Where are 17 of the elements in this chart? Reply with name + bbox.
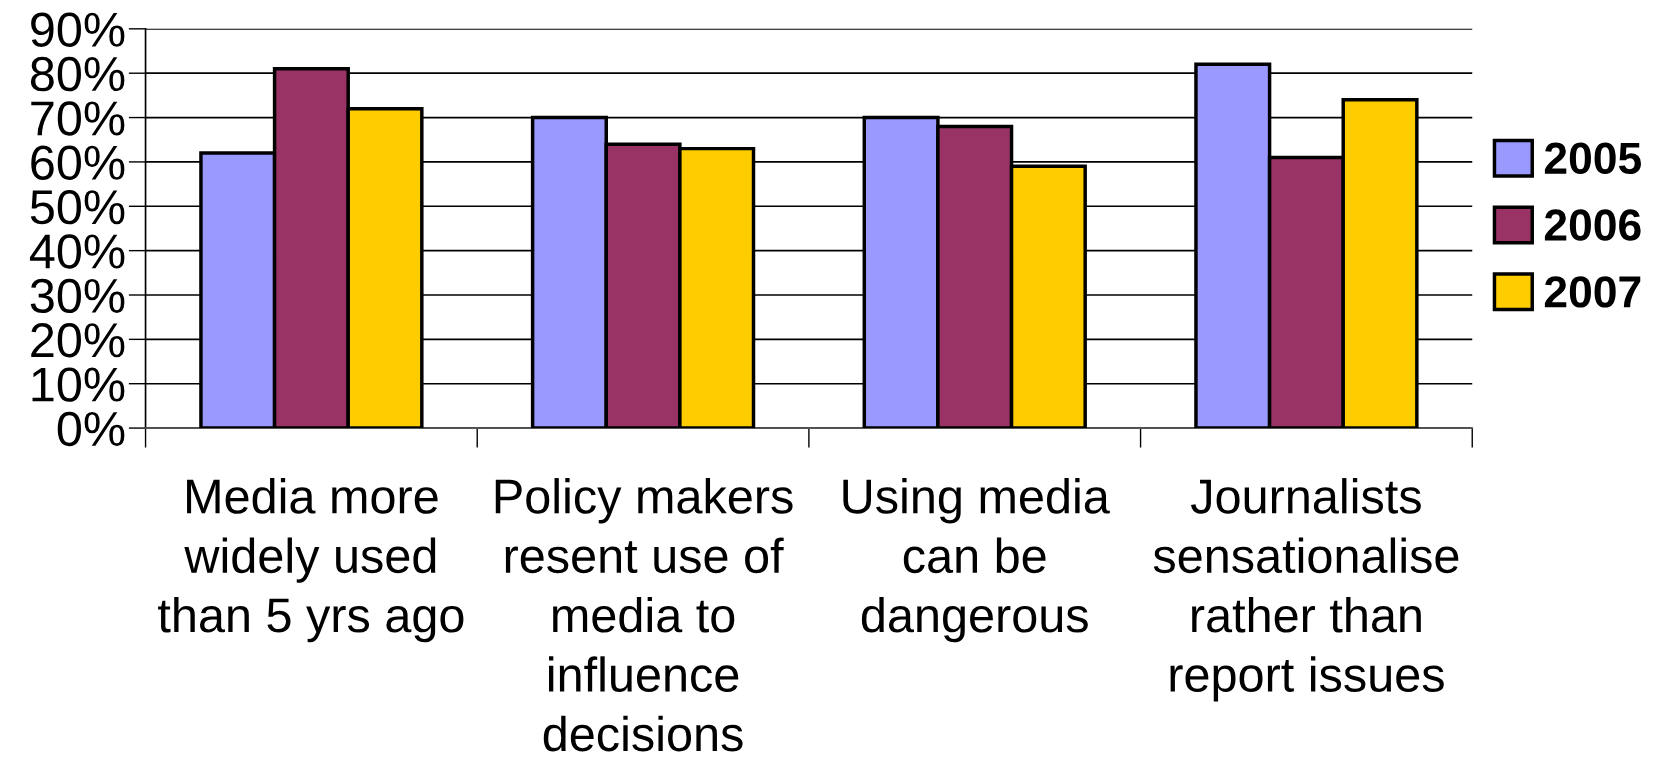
y-tick-label: 40% bbox=[29, 234, 125, 269]
y-tick-label: 50% bbox=[30, 189, 125, 225]
y-tick-label: 80% bbox=[30, 56, 125, 92]
legend-label: 2006 bbox=[1544, 209, 1641, 241]
y-tick-label: 10% bbox=[32, 367, 125, 402]
y-tick-label: 30% bbox=[30, 278, 125, 314]
x-tick-label: Media more widely used than 5 yrs ago bbox=[158, 478, 464, 643]
y-tick-label: 20% bbox=[31, 323, 125, 358]
y-tick-label: 90% bbox=[31, 12, 125, 47]
legend-label: 2005 bbox=[1544, 142, 1641, 175]
legend-label: 2007 bbox=[1544, 276, 1641, 308]
x-tick-label: Using media can be dangerous bbox=[843, 478, 1110, 643]
y-tick-label: 70% bbox=[31, 101, 125, 136]
x-tick-label: Policy makers resent use of media to influence decisions bbox=[495, 478, 793, 752]
x-tick-label: Journalists sensationalise rather than report issues bbox=[1153, 478, 1459, 702]
y-tick-label: 60% bbox=[31, 145, 125, 181]
y-tick-label: 0% bbox=[57, 411, 125, 447]
